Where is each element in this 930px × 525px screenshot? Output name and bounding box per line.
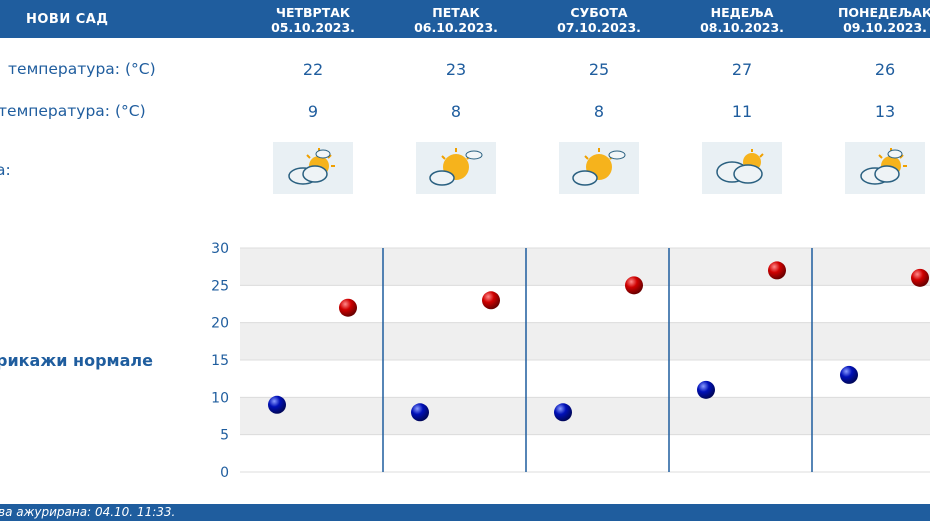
cloud-sun-icon (702, 142, 782, 194)
min-temp-point[interactable] (411, 403, 429, 422)
day-header-5: ПОНЕДЕЉАК 09.10.2023. (820, 5, 930, 35)
sun-cloud-icon (273, 142, 353, 194)
update-text: ва ажурирана: 04.10. 11:33. (0, 505, 176, 519)
day-name: ПОНЕДЕЉАК (837, 5, 930, 20)
day-header-3: СУБОТА 07.10.2023. (534, 5, 664, 35)
min-temp-value: 8 (450, 102, 462, 121)
max-temp-value: 23 (445, 60, 467, 79)
show-normals-link[interactable]: рикажи нормале (0, 351, 153, 370)
temperature-chart: 0 5 10 15 20 25 30 (211, 241, 930, 481)
min-temp-value: 9 (307, 102, 319, 121)
grid-band (240, 248, 930, 286)
max-temp-point[interactable] (625, 276, 643, 295)
day-date: 05.10.2023. (271, 20, 355, 35)
min-temp-label: температура: (°C) (0, 102, 146, 120)
max-temp-value: 22 (302, 60, 324, 79)
min-temp-point[interactable] (554, 403, 572, 422)
day-date: 08.10.2023. (700, 20, 784, 35)
min-temp-value: 13 (874, 102, 896, 121)
max-temp-point[interactable] (339, 298, 357, 317)
max-temp-point[interactable] (768, 261, 786, 280)
city-name: НОВИ САД (26, 12, 109, 27)
max-temp-label: температура: (°C) (8, 60, 156, 78)
min-temp-point[interactable] (840, 365, 858, 384)
y-tick-label: 5 (220, 428, 229, 444)
y-tick-label: 15 (211, 353, 229, 369)
sun-cloud-icon (845, 142, 925, 194)
y-tick-label: 10 (211, 390, 229, 406)
max-temp-value: 25 (588, 60, 610, 79)
day-name: СУБОТА (570, 5, 628, 20)
weather-label: а: (0, 161, 11, 179)
day-header-2: ПЕТАК 06.10.2023. (391, 5, 521, 35)
grid-band (240, 434, 930, 472)
update-footer: ва ажурирана: 04.10. 11:33. (0, 504, 930, 521)
grid-band (240, 397, 930, 435)
day-name: ЧЕТВРТАК (275, 5, 351, 20)
day-name: ПЕТАК (432, 5, 480, 20)
forecast-header: НОВИ САД ЧЕТВРТАК 05.10.2023. ПЕТАК 06.10.… (0, 0, 930, 38)
day-date: 09.10.2023. (843, 20, 927, 35)
max-temp-value: 26 (874, 60, 896, 79)
y-tick-label: 30 (211, 241, 229, 257)
day-header-4: НЕДЕЉА 08.10.2023. (677, 5, 807, 35)
grid-band (240, 360, 930, 398)
sun-cloud-icon (416, 142, 496, 194)
y-tick-label: 20 (211, 316, 229, 332)
day-header-1: ЧЕТВРТАК 05.10.2023. (248, 5, 378, 35)
y-tick-label: 25 (211, 278, 229, 294)
max-temp-point[interactable] (482, 291, 500, 310)
sun-cloud-icon (559, 142, 639, 194)
grid-band (240, 322, 930, 360)
day-date: 06.10.2023. (414, 20, 498, 35)
y-tick-label: 0 (220, 465, 229, 481)
day-date: 07.10.2023. (557, 20, 641, 35)
min-temp-point[interactable] (697, 380, 715, 399)
min-temp-value: 8 (593, 102, 605, 121)
min-temp-point[interactable] (268, 395, 286, 414)
min-temp-value: 11 (731, 102, 753, 121)
max-temp-value: 27 (731, 60, 753, 79)
max-temp-point[interactable] (911, 268, 929, 287)
day-name: НЕДЕЉА (710, 5, 774, 20)
